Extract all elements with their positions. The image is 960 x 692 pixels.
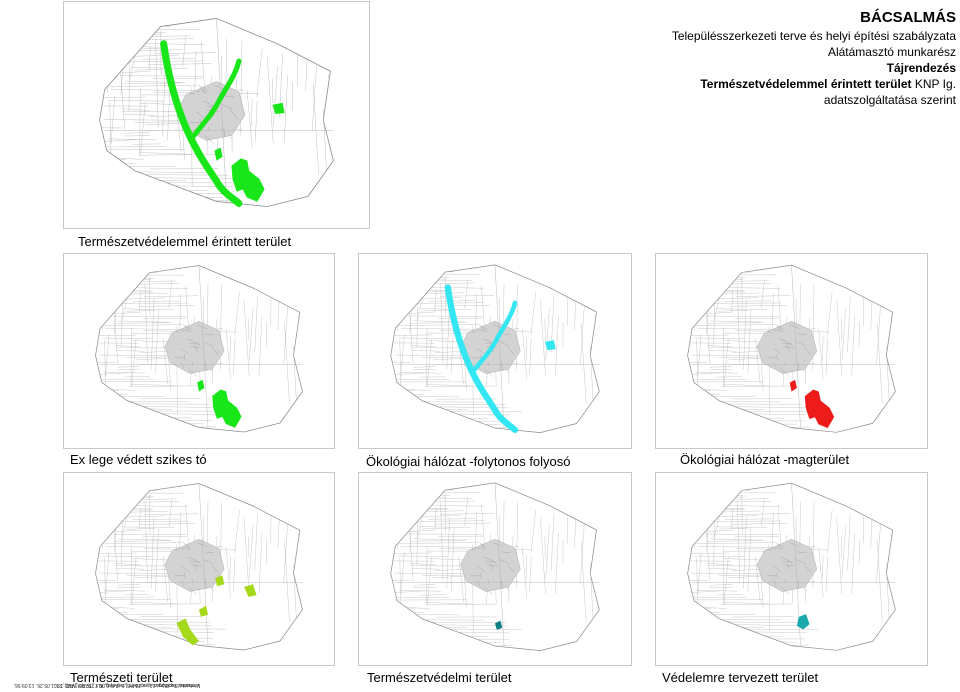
map-subtitle-plan: Településszerkezeti terve és helyi építé… — [671, 29, 956, 43]
map-canvas — [390, 264, 600, 434]
map-title: BÁCSALMÁS — [860, 9, 956, 26]
map-canvas — [390, 482, 600, 651]
caption-core-area: Ökológiai hálózat -magterület — [680, 452, 850, 467]
parcel-base-map — [99, 17, 334, 207]
protected-zone-core — [197, 379, 242, 428]
map-canvas — [95, 265, 303, 433]
caption-planned-area: Védelemre tervezett terület — [662, 670, 819, 685]
map-subtitle-section: Alátámasztó munkarész — [827, 45, 956, 59]
parcel-base-map — [687, 264, 896, 433]
map-panel-protected-area — [358, 472, 632, 666]
map-panel-ex-lege — [63, 253, 335, 449]
protected-zone-core — [789, 379, 835, 429]
map-panel-combined — [63, 1, 370, 229]
map-canvas — [95, 483, 303, 651]
map-header: BÁCSALMÁS Településszerkezeti terve és h… — [672, 8, 956, 108]
map-canvas — [687, 264, 896, 433]
caption-combined: Természetvédelemmel érintett terület — [78, 234, 292, 249]
map-panel-planned-area — [655, 472, 928, 666]
caption-protected-area: Természetvédelmi terület — [367, 670, 512, 685]
caption-ex-lege: Ex lege védett szikes tó — [70, 452, 207, 467]
map-panel-natural-area — [63, 472, 335, 666]
protected-zone-corridor — [444, 284, 556, 434]
map-canvas — [687, 482, 896, 651]
protected-zone-protected — [495, 620, 503, 630]
map-subtitle-area: Természetvédelemmel érintett terület KNP… — [700, 77, 956, 91]
parcel-base-map — [687, 482, 896, 651]
parcel-base-map — [95, 483, 303, 651]
map-canvas — [99, 17, 334, 208]
protected-zone-combined — [160, 40, 285, 208]
parcel-base-map — [95, 265, 303, 433]
map-panel-corridor — [358, 253, 632, 449]
protected-zone-planned — [796, 614, 810, 630]
map-panel-core-area — [655, 253, 928, 449]
caption-corridor: Ökológiai hálózat -folytonos folyosó — [366, 454, 571, 469]
map-subtitle-source: adatszolgáltatása szerint — [823, 93, 956, 107]
file-path-note: V:\munka\bacsalmas\1_rajz\term_ved.dwg, … — [13, 682, 200, 688]
protected-zone-natural — [176, 575, 257, 646]
map-subtitle-topic: Tájrendezés — [886, 61, 956, 75]
parcel-base-map — [390, 264, 600, 433]
parcel-base-map — [390, 482, 600, 651]
caption-natural-area: Természeti terület — [70, 670, 173, 685]
